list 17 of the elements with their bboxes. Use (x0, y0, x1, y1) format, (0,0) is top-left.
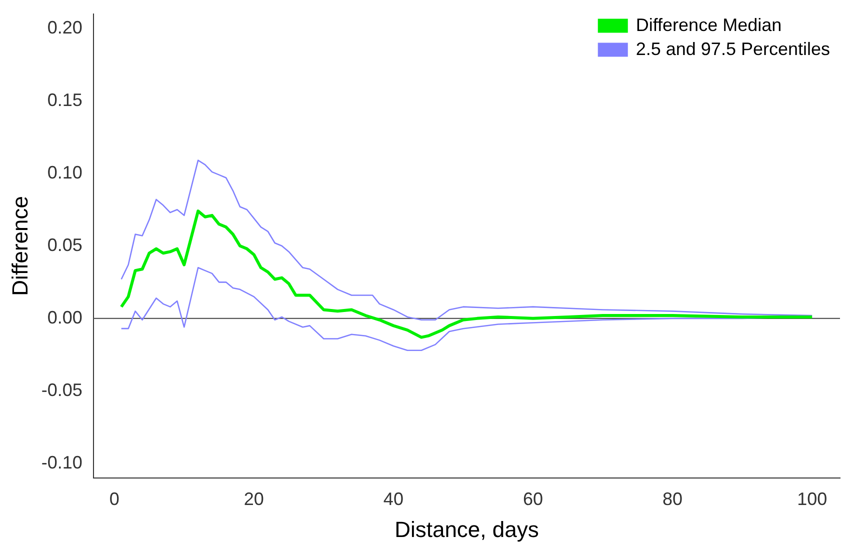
y-tick-label: 0.00 (47, 307, 82, 328)
legend-label: Difference Median (636, 14, 782, 35)
y-tick-label: -0.10 (41, 452, 82, 472)
y-axis-title: Difference (7, 196, 32, 296)
y-tick-label: 0.10 (47, 162, 82, 182)
y-tick-label: 0.15 (47, 90, 82, 110)
x-tick-label: 40 (383, 488, 404, 509)
x-tick-label: 100 (797, 488, 828, 509)
x-tick-label: 60 (522, 488, 544, 509)
x-tick-label: 80 (662, 488, 683, 509)
y-tick-label: 0.20 (47, 17, 82, 38)
x-tick-label: 0 (109, 488, 120, 509)
y-tick-label: 0.05 (47, 234, 82, 255)
legend-label: 2.5 and 97.5 Percentiles (636, 38, 830, 59)
y-tick-label: -0.05 (41, 380, 82, 400)
x-tick-label: 20 (244, 488, 264, 509)
x-axis-title: Distance, days (394, 516, 539, 542)
